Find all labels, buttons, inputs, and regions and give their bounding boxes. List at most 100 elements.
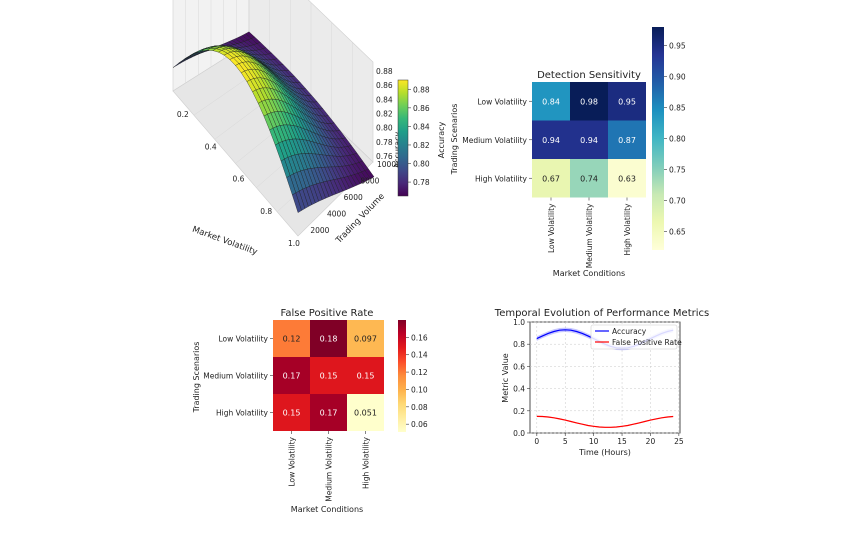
surface-colorbar-tick-label: 0.88 xyxy=(413,85,430,94)
heatmap-colorbar-tick-label: 0.10 xyxy=(411,385,428,394)
heatmap-cell xyxy=(310,394,347,431)
heatmap-cell xyxy=(608,159,646,198)
surface-panel: 0.2 0.4 0.6 0.8 1.0 2000 4000 6000 8000 100000.76… xyxy=(172,0,446,258)
heatmap-col-label: Low Volatility xyxy=(547,203,556,253)
temporal-xlabel: Time (Hours) xyxy=(578,448,631,457)
surface-ytick-label: 2000 xyxy=(310,226,329,235)
fpr-col-labels: Low Volatility Medium Volatility High Vola… xyxy=(288,431,371,502)
heatmap-cell-label: 0.98 xyxy=(580,97,598,106)
fpr-row-labels: Low Volatility Medium Volatility High Vola… xyxy=(203,335,273,418)
heatmap-cell-label: 0.18 xyxy=(320,335,338,344)
heatmap-cell-label: 0.097 xyxy=(354,335,377,344)
surface-ztick-label: 0.80 xyxy=(376,124,393,133)
sensitivity-xlabel: Market Conditions xyxy=(553,269,625,278)
heatmap-cell-label: 0.74 xyxy=(580,174,598,183)
fpr-colorbar: 0.06 0.08 0.10 0.12 0.14 0.16 xyxy=(398,320,428,432)
temporal-ytick-label: 0.4 xyxy=(513,385,525,394)
temporal-ytick-label: 0.6 xyxy=(513,362,525,371)
heatmap-cell-label: 0.15 xyxy=(320,372,338,381)
heatmap-cell-label: 0.15 xyxy=(357,372,375,381)
surface-zlabel: Accuracy xyxy=(393,131,402,168)
temporal-ticks: 0 5 10 15 20 25 0.0 0.2 0.4 0.6 0.8 1.0 xyxy=(513,318,684,446)
surface-colorbar-tick-label: 0.80 xyxy=(413,160,430,169)
temporal-xtick-label: 5 xyxy=(563,437,568,446)
legend-box xyxy=(590,324,678,350)
sensitivity-colorbar: 0.65 0.70 0.75 0.80 0.85 0.90 0.95 xyxy=(652,27,686,250)
heatmap-cell xyxy=(532,159,570,198)
heatmap-cell xyxy=(347,357,384,394)
heatmap-cell-label: 0.94 xyxy=(580,136,598,145)
surface-xtick-label: 1.0 xyxy=(288,239,300,248)
temporal-xtick-label: 25 xyxy=(674,437,684,446)
fpr-cells: 0.12 0.18 0.097 0.17 0.15 0.15 0.15 0.17 0.051 xyxy=(273,320,384,431)
surface-ytick-label: 4000 xyxy=(327,209,346,218)
heatmap-col-label: Low Volatility xyxy=(288,436,297,486)
temporal-ytick-label: 1.0 xyxy=(513,318,525,327)
temporal-line-panel: Temporal Evolution of Performance Metric… xyxy=(494,308,709,457)
surface-colorbar: 0.78 0.80 0.82 0.84 0.86 0.88 xyxy=(397,79,430,197)
fpr-xlabel: Market Conditions xyxy=(291,505,363,514)
surface-colorbar-tick-label: 0.84 xyxy=(413,122,430,131)
heatmap-col-label: Medium Volatility xyxy=(585,203,594,268)
surface-ztick-label: 0.76 xyxy=(376,152,393,161)
heatmap-colorbar-tick-label: 0.65 xyxy=(669,227,686,236)
temporal-plot-area xyxy=(529,321,681,434)
heatmap-cell-label: 0.84 xyxy=(542,97,560,106)
temporal-legend: Accuracy False Positive Rate xyxy=(590,324,682,350)
heatmap-cell-label: 0.051 xyxy=(354,409,377,418)
accuracy-surface xyxy=(172,31,375,213)
heatmap-cell xyxy=(532,120,570,159)
heatmap-cell-label: 0.17 xyxy=(320,409,338,418)
series-line xyxy=(536,415,674,428)
temporal-ytick-label: 0.8 xyxy=(513,340,525,349)
surface-ztick-label: 0.88 xyxy=(376,67,393,76)
temporal-xtick-label: 15 xyxy=(617,437,627,446)
heatmap-row-label: Low Volatility xyxy=(477,97,527,106)
heatmap-row-label: High Volatility xyxy=(216,409,269,418)
heatmap-cell-label: 0.63 xyxy=(618,174,636,183)
legend-label: False Positive Rate xyxy=(612,338,682,347)
heatmap-cell xyxy=(570,82,608,121)
sensitivity-ylabel: Trading Scenarios xyxy=(450,104,459,176)
heatmap-colorbar-tick-label: 0.12 xyxy=(411,368,428,377)
heatmap-colorbar-tick-label: 0.70 xyxy=(669,196,686,205)
heatmap-colorbar-tick-label: 0.16 xyxy=(411,333,428,342)
heatmap-col-label: Medium Volatility xyxy=(325,436,334,501)
heatmap-cell xyxy=(310,320,347,357)
surface-ztick-label: 0.78 xyxy=(376,138,393,147)
surface-ytick-label: 10000 xyxy=(377,160,401,169)
temporal-title: Temporal Evolution of Performance Metric… xyxy=(494,308,709,319)
surface-xlabel: Market Volatility xyxy=(191,225,259,258)
heatmap-colorbar-tick-label: 0.90 xyxy=(669,73,686,82)
heatmap-colorbar-tick-label: 0.14 xyxy=(411,351,428,360)
heatmap-cell-label: 0.94 xyxy=(542,136,560,145)
heatmap-cell-label: 0.95 xyxy=(618,97,636,106)
heatmap-colorbar-tick-label: 0.08 xyxy=(411,403,428,412)
surface-ztick-label: 0.84 xyxy=(376,95,393,104)
heatmap-cell xyxy=(347,320,384,357)
surface-ytick-label: 8000 xyxy=(360,176,379,185)
heatmap-cell-label: 0.87 xyxy=(618,136,636,145)
heatmap-cell xyxy=(570,120,608,159)
heatmap-row-label: Medium Volatility xyxy=(462,136,527,145)
heatmap-cell-label: 0.12 xyxy=(283,335,301,344)
surface-colorbar-label: Accuracy xyxy=(437,121,446,158)
surface-colorbar-tick-label: 0.86 xyxy=(413,104,430,113)
fpr-title: False Positive Rate xyxy=(281,308,374,319)
heatmap-col-label: High Volatility xyxy=(362,436,371,489)
heatmap-cell xyxy=(347,394,384,431)
heatmap-cell-label: 0.17 xyxy=(283,372,301,381)
heatmap-colorbar-tick-label: 0.75 xyxy=(669,165,686,174)
sensitivity-heatmap-panel: Detection Sensitivity 0.84 0.98 0.950.94 0.… xyxy=(450,27,686,278)
sensitivity-col-labels: Low Volatility Medium Volatility High Vola… xyxy=(547,197,632,268)
heatmap-colorbar-tick-label: 0.80 xyxy=(669,135,686,144)
heatmap-colorbar-tick-label: 0.85 xyxy=(669,104,686,113)
heatmap-cell-label: 0.67 xyxy=(542,174,560,183)
surface-xtick-label: 0.4 xyxy=(205,142,217,151)
heatmap-colorbar-bar xyxy=(398,320,406,432)
heatmap-cell xyxy=(608,120,646,159)
surface-xtick-label: 0.8 xyxy=(260,207,272,216)
sensitivity-cells: 0.84 0.98 0.95 0.94 0.94 0.87 0.67 0.74 0.63 xyxy=(532,82,646,198)
